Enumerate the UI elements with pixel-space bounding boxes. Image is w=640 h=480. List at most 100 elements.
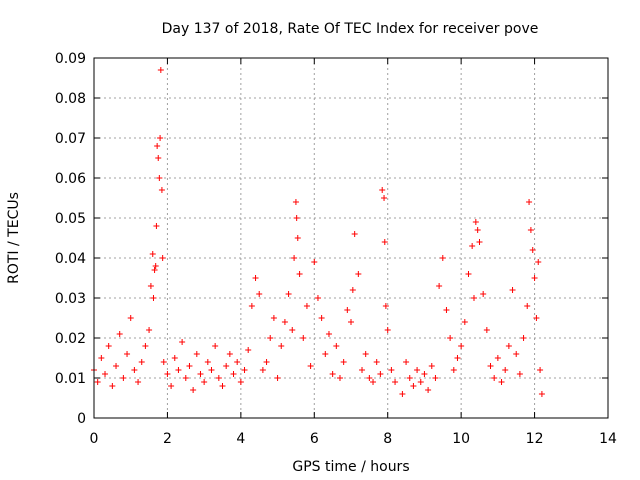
data-point xyxy=(267,335,274,341)
data-point xyxy=(289,327,296,333)
y-tick-label: 0.06 xyxy=(55,171,86,187)
x-tick-label: 4 xyxy=(236,431,245,447)
y-tick-labels: 0 0.01 0.02 0.03 0.04 0.05 0.06 0.07 0.08 0.09 xyxy=(55,51,86,427)
data-point xyxy=(197,371,204,377)
data-point xyxy=(105,343,112,349)
data-point xyxy=(494,355,501,361)
data-point xyxy=(381,195,388,201)
data-point xyxy=(190,387,197,393)
data-point xyxy=(208,367,215,373)
data-point xyxy=(480,291,487,297)
data-point xyxy=(377,371,384,377)
data-point xyxy=(201,379,208,385)
data-point xyxy=(175,367,182,373)
data-point xyxy=(256,291,263,297)
grid-lines xyxy=(94,58,608,418)
data-point xyxy=(474,227,481,233)
data-point xyxy=(461,319,468,325)
data-point xyxy=(147,283,154,289)
data-point xyxy=(151,267,158,273)
data-point xyxy=(157,67,164,73)
data-point xyxy=(237,379,244,385)
data-point xyxy=(292,199,299,205)
data-point xyxy=(124,351,131,357)
y-tick-label: 0.02 xyxy=(55,331,86,347)
data-point xyxy=(138,359,145,365)
data-point xyxy=(509,287,516,293)
data-point xyxy=(150,295,157,301)
data-point xyxy=(156,175,163,181)
data-point xyxy=(215,375,222,381)
data-point xyxy=(219,383,226,389)
data-point xyxy=(373,359,380,365)
data-point xyxy=(537,367,544,373)
x-tick-label: 2 xyxy=(163,431,172,447)
data-point xyxy=(333,343,340,349)
data-point xyxy=(516,371,523,377)
data-point xyxy=(450,367,457,373)
data-point xyxy=(102,371,109,377)
data-point xyxy=(410,383,417,389)
data-point xyxy=(230,371,237,377)
data-point xyxy=(535,259,542,265)
data-point xyxy=(164,371,171,377)
data-point xyxy=(154,143,161,149)
data-point xyxy=(311,259,318,265)
data-point xyxy=(406,375,413,381)
data-point xyxy=(476,239,483,245)
data-point xyxy=(159,255,166,261)
data-point xyxy=(349,287,356,293)
data-point xyxy=(300,335,307,341)
y-tick-label: 0.03 xyxy=(55,291,86,307)
data-point xyxy=(274,375,281,381)
data-point xyxy=(234,359,241,365)
data-point xyxy=(152,263,159,269)
data-point xyxy=(314,295,321,301)
data-point xyxy=(158,187,165,193)
data-point xyxy=(432,375,439,381)
data-point xyxy=(382,303,389,309)
data-point xyxy=(157,135,164,141)
data-point xyxy=(193,351,200,357)
y-tick-label: 0.04 xyxy=(55,251,86,267)
data-point xyxy=(186,363,193,369)
data-point xyxy=(399,391,406,397)
data-point xyxy=(470,295,477,301)
data-point xyxy=(270,315,277,321)
data-point xyxy=(153,223,160,229)
x-tick-label: 6 xyxy=(310,431,319,447)
data-point xyxy=(109,383,116,389)
data-point xyxy=(171,355,178,361)
x-tick-label: 12 xyxy=(526,431,544,447)
data-point xyxy=(527,227,534,233)
data-point xyxy=(533,315,540,321)
data-point xyxy=(223,363,230,369)
data-point xyxy=(428,363,435,369)
data-point xyxy=(498,379,505,385)
data-point xyxy=(322,351,329,357)
data-point xyxy=(447,335,454,341)
data-point xyxy=(296,271,303,277)
data-point xyxy=(212,343,219,349)
data-point xyxy=(392,379,399,385)
data-point xyxy=(436,283,443,289)
data-point xyxy=(135,379,142,385)
data-point xyxy=(336,375,343,381)
x-axis-label: GPS time / hours xyxy=(292,459,409,475)
data-point xyxy=(142,343,149,349)
data-point xyxy=(278,343,285,349)
data-point xyxy=(384,327,391,333)
data-point xyxy=(120,375,127,381)
data-point xyxy=(182,375,189,381)
x-tick-label: 0 xyxy=(90,431,99,447)
x-tick-label: 14 xyxy=(599,431,617,447)
y-tick-label: 0.05 xyxy=(55,211,86,227)
data-point xyxy=(204,359,211,365)
data-point xyxy=(294,235,301,241)
chart-title: Day 137 of 2018, Rate Of TEC Index for r… xyxy=(162,21,539,37)
data-point xyxy=(351,231,358,237)
y-tick-label: 0.07 xyxy=(55,131,86,147)
data-points xyxy=(91,67,545,397)
data-point xyxy=(303,303,310,309)
